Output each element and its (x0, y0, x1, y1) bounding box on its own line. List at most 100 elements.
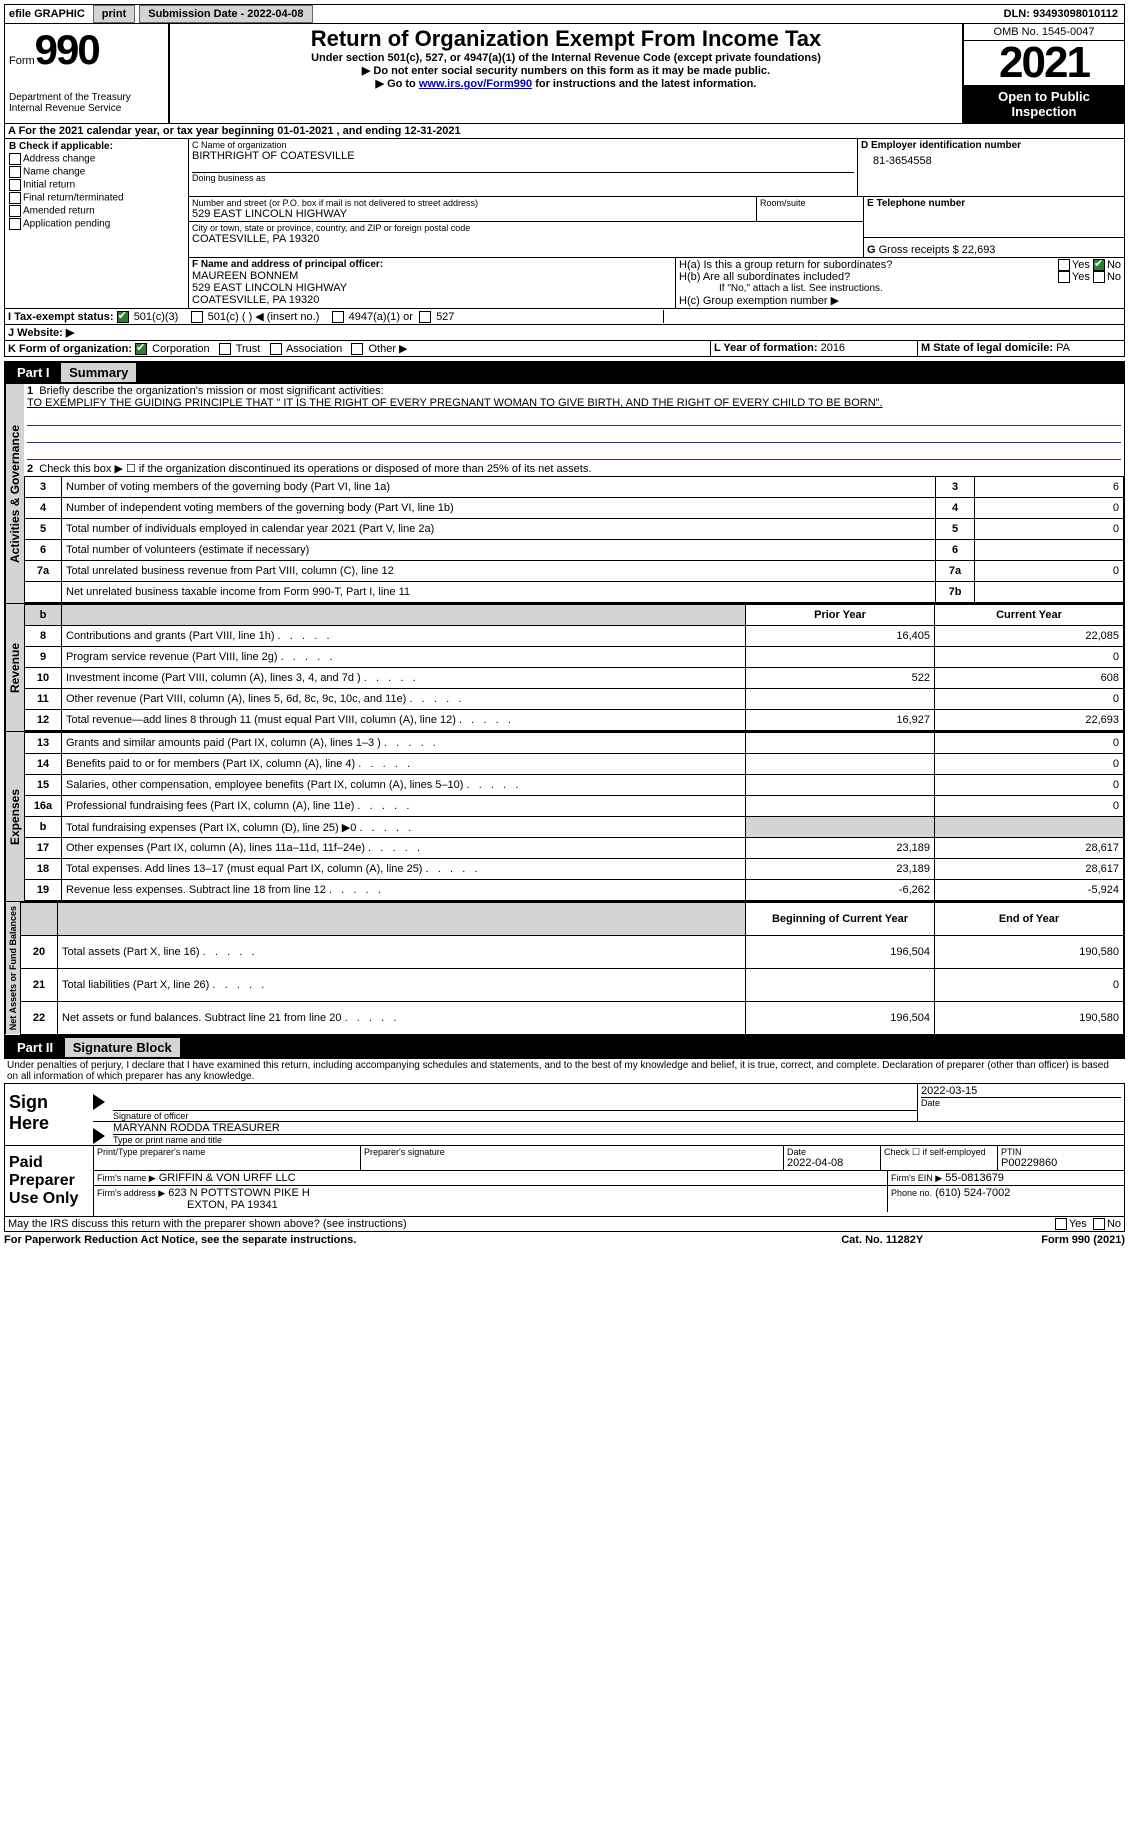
prep-date-label: Date (787, 1147, 877, 1157)
firm-ein-label: Firm's EIN ▶ (891, 1173, 942, 1183)
cb-assoc[interactable] (270, 343, 282, 355)
checkbox-initial-return[interactable] (9, 179, 21, 191)
hb-yes[interactable] (1058, 271, 1070, 283)
line-m-label: M State of legal domicile: (921, 342, 1053, 354)
hb-no[interactable] (1093, 271, 1105, 283)
l4v: 0 (975, 498, 1124, 519)
hc-label: H(c) Group exemption number ▶ (679, 294, 1121, 307)
cb-501c[interactable] (191, 311, 203, 323)
q2: Check this box ▶ ☐ if the organization d… (39, 463, 591, 475)
table-row: 13Grants and similar amounts paid (Part … (25, 733, 1124, 754)
cb-501c3[interactable] (117, 311, 129, 323)
officer-addr1: 529 EAST LINCOLN HIGHWAY (192, 282, 672, 294)
netassets-table: Beginning of Current YearEnd of Year 20T… (20, 902, 1124, 1034)
checkbox-amended[interactable] (9, 205, 21, 217)
ha-yes[interactable] (1058, 259, 1070, 271)
opt-501c: 501(c) ( ) ◀ (insert no.) (208, 311, 320, 323)
ha-no[interactable] (1093, 259, 1105, 271)
sig-arrow-icon (93, 1094, 105, 1110)
line-l-label: L Year of formation: (714, 342, 818, 354)
check-self: Check ☐ if self-employed (881, 1146, 998, 1170)
cb-other[interactable] (351, 343, 363, 355)
cb-4947[interactable] (332, 311, 344, 323)
open-to-public: Open to Public Inspection (964, 85, 1124, 123)
side-netassets: Net Assets or Fund Balances (5, 902, 20, 1034)
line-a: A For the 2021 calendar year, or tax yea… (4, 124, 1125, 139)
checkbox-address-change[interactable] (9, 153, 21, 165)
form-word: Form (9, 55, 35, 67)
yes2: Yes (1072, 271, 1090, 283)
cb-label-4: Amended return (23, 206, 95, 217)
checkbox-final-return[interactable] (9, 192, 21, 204)
cb-label-3: Final return/terminated (23, 193, 124, 204)
table-row: 10Investment income (Part VIII, column (… (25, 668, 1124, 689)
cb-trust[interactable] (219, 343, 231, 355)
part2-title: Signature Block (65, 1038, 180, 1057)
opt-other: Other ▶ (368, 343, 407, 355)
cb-label-2: Initial return (23, 180, 75, 191)
opt-527: 527 (436, 311, 454, 323)
l7bt: Net unrelated business taxable income fr… (62, 582, 936, 603)
street-address: 529 EAST LINCOLN HIGHWAY (192, 208, 753, 220)
cb-527[interactable] (419, 311, 431, 323)
table-row: 18Total expenses. Add lines 13–17 (must … (25, 859, 1124, 880)
l7at: Total unrelated business revenue from Pa… (62, 561, 936, 582)
room-label: Room/suite (760, 198, 860, 208)
part1-title: Summary (61, 363, 136, 382)
hb-label: H(b) Are all subordinates included? (679, 271, 1058, 283)
col-current: Current Year (935, 605, 1124, 626)
checkbox-app-pending[interactable] (9, 218, 21, 230)
table-row: 19Revenue less expenses. Subtract line 1… (25, 880, 1124, 901)
dept-treasury: Department of the Treasury Internal Reve… (9, 92, 164, 114)
dln: DLN: 93493098010112 (1004, 8, 1124, 20)
block-d-label: D Employer identification number (861, 140, 1121, 151)
print-button[interactable]: print (93, 5, 135, 23)
phone-label: Phone no. (891, 1188, 932, 1198)
part1-tab: Part I (9, 363, 58, 382)
officer-typed: MARYANN RODDA TREASURER (113, 1122, 1124, 1134)
l5v: 0 (975, 519, 1124, 540)
line-j: J Website: ▶ (4, 325, 1125, 341)
efile-label: efile GRAPHIC (5, 8, 89, 20)
block-b-label: B Check if applicable: (9, 141, 113, 152)
expenses-table: 13Grants and similar amounts paid (Part … (24, 732, 1124, 901)
opt-4947: 4947(a)(1) or (349, 311, 413, 323)
cb-corp[interactable] (135, 343, 147, 355)
gross-receipts-value: 22,693 (962, 244, 996, 256)
checkbox-name-change[interactable] (9, 166, 21, 178)
discuss-no[interactable] (1093, 1218, 1105, 1230)
sign-here-label: Sign Here (5, 1084, 93, 1145)
gross-receipts-label: Gross receipts $ (879, 244, 959, 256)
firm-addr-label: Firm's address ▶ (97, 1188, 165, 1198)
block-c-label: C Name of organization (192, 140, 854, 150)
city-label: City or town, state or province, country… (192, 223, 860, 233)
ptin-value: P00229860 (1001, 1157, 1121, 1169)
ptin-label: PTIN (1001, 1147, 1121, 1157)
table-row: 9Program service revenue (Part VIII, lin… (25, 647, 1124, 668)
officer-addr2: COATESVILLE, PA 19320 (192, 294, 672, 306)
line-k-label: K Form of organization: (8, 343, 132, 355)
footer-mid: Cat. No. 11282Y (841, 1234, 1041, 1246)
firm-ein: 55-0813679 (945, 1172, 1004, 1184)
discuss-label: May the IRS discuss this return with the… (8, 1218, 1055, 1230)
type-name-label: Type or print name and title (113, 1134, 1124, 1145)
sig-date: 2022-03-15 (921, 1085, 1121, 1097)
no1: No (1107, 259, 1121, 271)
header-sub2: ▶ Do not enter social security numbers o… (178, 64, 954, 77)
officer-name: MAUREEN BONNEM (192, 270, 672, 282)
prep-date: 2022-04-08 (787, 1157, 877, 1169)
governance-table: 3Number of voting members of the governi… (24, 476, 1124, 603)
l3t: Number of voting members of the governin… (62, 477, 936, 498)
discuss-yes[interactable] (1055, 1218, 1067, 1230)
mission-text: TO EXEMPLIFY THE GUIDING PRINCIPLE THAT … (27, 397, 883, 409)
table-row: 14Benefits paid to or for members (Part … (25, 754, 1124, 775)
cb-label-1: Name change (23, 167, 85, 178)
table-row: 22Net assets or fund balances. Subtract … (21, 1001, 1124, 1034)
l7av: 0 (975, 561, 1124, 582)
g-label: G (867, 244, 876, 256)
header-sub1: Under section 501(c), 527, or 4947(a)(1)… (178, 52, 954, 64)
irs-link[interactable]: www.irs.gov/Form990 (419, 78, 532, 90)
q1: Briefly describe the organization's miss… (39, 385, 383, 397)
side-activities: Activities & Governance (5, 384, 24, 603)
dba-label: Doing business as (192, 172, 854, 183)
